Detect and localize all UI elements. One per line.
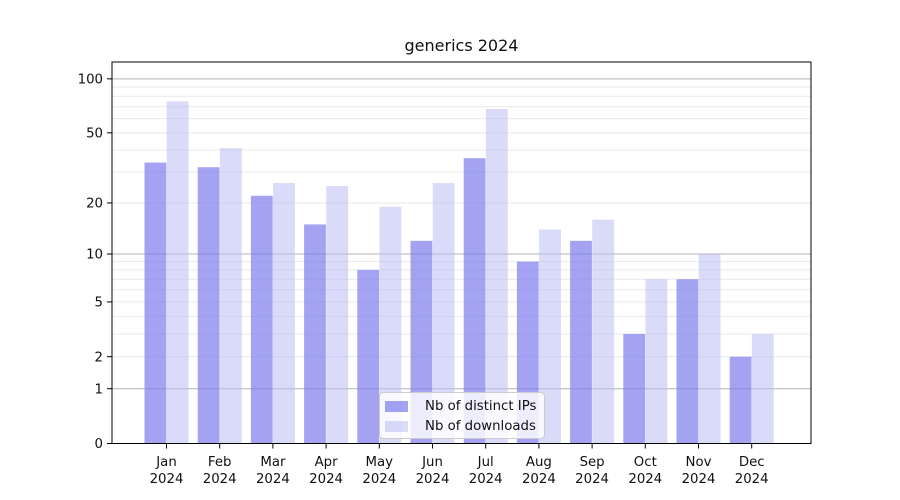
x-tick-label-year-jul: 2024	[469, 472, 503, 487]
x-tick-label-year-jan: 2024	[150, 472, 184, 487]
x-tick-label-year-may: 2024	[362, 472, 396, 487]
x-tick-label-year-dec: 2024	[735, 472, 769, 487]
x-tick-label-month-oct: Oct	[634, 455, 657, 470]
legend-row-ips: Nb of distinct IPs	[385, 396, 538, 416]
bar-ips-dec	[729, 356, 752, 444]
y-tick-label-2: 2	[95, 350, 103, 365]
legend-swatch-ips	[385, 400, 408, 412]
legend-row-downloads: Nb of downloads	[385, 416, 538, 436]
bar-downloads-aug	[539, 229, 561, 444]
y-tick-label-10: 10	[86, 248, 103, 263]
x-tick-label-year-nov: 2024	[682, 472, 716, 487]
legend-label-ips: Nb of distinct IPs	[425, 398, 537, 414]
x-tick-label-month-jun: Jun	[421, 455, 443, 470]
plot-border	[111, 61, 812, 444]
legend-swatch-downloads	[385, 420, 408, 432]
bar-ips-apr	[304, 224, 326, 444]
x-tick-label-year-sep: 2024	[575, 472, 609, 487]
bar-downloads-may	[379, 206, 402, 444]
y-tick-label-5: 5	[95, 296, 103, 311]
x-tick-label-year-mar: 2024	[256, 472, 290, 487]
bar-ips-nov	[676, 279, 699, 444]
x-tick-label-month-sep: Sep	[580, 455, 605, 470]
x-tick-label-month-apr: Apr	[315, 455, 339, 470]
y-tick-label-0: 0	[95, 437, 103, 452]
bar-ips-may	[357, 269, 380, 444]
bar-downloads-jul	[485, 108, 508, 444]
x-tick-label-month-feb: Feb	[208, 455, 232, 470]
bar-downloads-feb	[219, 148, 242, 444]
x-tick-label-month-dec: Dec	[739, 455, 765, 470]
bar-downloads-nov	[698, 254, 721, 444]
x-tick-label-year-oct: 2024	[628, 472, 662, 487]
x-tick-label-month-jul: Jul	[477, 455, 494, 470]
bar-ips-feb	[197, 167, 220, 444]
chart-title: generics 2024	[404, 36, 519, 55]
bar-downloads-sep	[592, 219, 615, 444]
x-tick-label-month-may: May	[366, 455, 394, 470]
bar-downloads-mar	[273, 183, 295, 444]
legend-label-downloads: Nb of downloads	[425, 418, 536, 434]
bar-downloads-jan	[166, 101, 189, 444]
y-tick-label-100: 100	[78, 73, 103, 88]
y-tick-label-1: 1	[95, 382, 103, 397]
x-tick-label-year-aug: 2024	[522, 472, 556, 487]
x-tick-label-month-nov: Nov	[686, 455, 712, 470]
bar-ips-mar	[250, 195, 273, 444]
bar-ips-oct	[623, 333, 646, 444]
legend: Nb of distinct IPs Nb of downloads	[379, 392, 545, 439]
bar-downloads-apr	[326, 186, 349, 444]
bar-downloads-dec	[751, 333, 774, 444]
bar-ips-jan	[144, 162, 167, 444]
x-tick-label-year-jun: 2024	[416, 472, 450, 487]
x-tick-label-month-jan: Jan	[155, 455, 177, 470]
y-tick-label-20: 20	[86, 197, 103, 212]
x-tick-label-month-aug: Aug	[526, 455, 552, 470]
bar-downloads-oct	[645, 279, 668, 444]
x-tick-label-month-mar: Mar	[260, 455, 286, 470]
x-tick-label-year-feb: 2024	[203, 472, 237, 487]
bar-downloads-jun	[432, 183, 455, 444]
bar-ips-sep	[570, 240, 592, 444]
bar-ips-jul	[463, 158, 486, 444]
x-tick-label-year-apr: 2024	[309, 472, 343, 487]
y-tick-label-50: 50	[86, 127, 103, 142]
